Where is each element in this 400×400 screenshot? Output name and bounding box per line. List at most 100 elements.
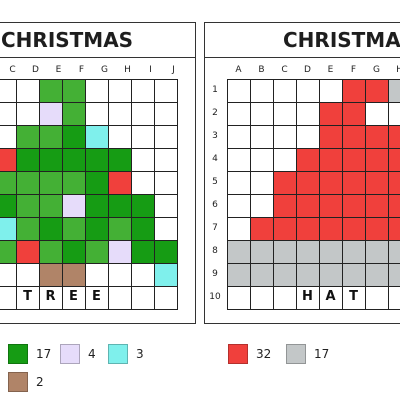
grid-cell[interactable]: [131, 102, 155, 126]
grid-cell[interactable]: [154, 194, 178, 218]
grid-cell[interactable]: [16, 79, 40, 103]
grid-cell[interactable]: [250, 286, 274, 310]
grid-cell[interactable]: [16, 286, 40, 310]
grid-cell[interactable]: [319, 286, 343, 310]
grid-cell[interactable]: [0, 240, 17, 264]
grid-cell[interactable]: [296, 217, 320, 241]
grid-cell[interactable]: [0, 79, 17, 103]
grid-cell[interactable]: [39, 79, 63, 103]
grid-cell[interactable]: [131, 171, 155, 195]
grid-cell[interactable]: [131, 240, 155, 264]
grid-cell[interactable]: [108, 286, 132, 310]
grid-cell[interactable]: [131, 125, 155, 149]
grid-cell[interactable]: [16, 102, 40, 126]
grid-cell[interactable]: [62, 148, 86, 172]
grid-cell[interactable]: [227, 125, 251, 149]
grid-cell[interactable]: [319, 102, 343, 126]
grid-cell[interactable]: [154, 148, 178, 172]
grid-cell[interactable]: [62, 286, 86, 310]
grid-cell[interactable]: [154, 217, 178, 241]
grid-cell[interactable]: [0, 194, 17, 218]
grid-cell[interactable]: [0, 102, 17, 126]
grid-cell[interactable]: [365, 286, 389, 310]
grid-cell[interactable]: [250, 148, 274, 172]
grid-cell[interactable]: [319, 148, 343, 172]
grid-cell[interactable]: [388, 286, 400, 310]
grid-cell[interactable]: [227, 286, 251, 310]
grid-cell[interactable]: [85, 102, 109, 126]
grid-cell[interactable]: [62, 263, 86, 287]
grid-cell[interactable]: [250, 171, 274, 195]
grid-cell[interactable]: [388, 171, 400, 195]
grid-cell[interactable]: [273, 148, 297, 172]
grid-cell[interactable]: [0, 217, 17, 241]
grid-cell[interactable]: [39, 263, 63, 287]
grid-cell[interactable]: [85, 240, 109, 264]
grid-cell[interactable]: [16, 217, 40, 241]
grid-cell[interactable]: [62, 125, 86, 149]
grid-cell[interactable]: [62, 217, 86, 241]
grid-cell[interactable]: [250, 102, 274, 126]
grid-cell[interactable]: [296, 125, 320, 149]
grid-cell[interactable]: [0, 148, 17, 172]
grid-cell[interactable]: [250, 194, 274, 218]
grid-cell[interactable]: [16, 125, 40, 149]
grid-cell[interactable]: [154, 263, 178, 287]
grid-cell[interactable]: [319, 194, 343, 218]
grid-cell[interactable]: [108, 171, 132, 195]
grid-cell[interactable]: [319, 125, 343, 149]
grid-cell[interactable]: [388, 125, 400, 149]
grid-cell[interactable]: [296, 263, 320, 287]
grid-cell[interactable]: [16, 171, 40, 195]
grid-cell[interactable]: [85, 217, 109, 241]
grid-cell[interactable]: [365, 171, 389, 195]
grid-cell[interactable]: [108, 148, 132, 172]
grid-cell[interactable]: [62, 240, 86, 264]
grid-cell[interactable]: [273, 79, 297, 103]
grid-cell[interactable]: [365, 79, 389, 103]
grid-cell[interactable]: [39, 194, 63, 218]
grid-cell[interactable]: [154, 286, 178, 310]
grid-cell[interactable]: [273, 194, 297, 218]
grid-cell[interactable]: [131, 148, 155, 172]
grid-cell[interactable]: [342, 240, 366, 264]
grid-cell[interactable]: [296, 194, 320, 218]
grid-cell[interactable]: [273, 263, 297, 287]
grid-cell[interactable]: [388, 217, 400, 241]
grid-cell[interactable]: [319, 171, 343, 195]
grid-cell[interactable]: [227, 217, 251, 241]
grid-cell[interactable]: [250, 217, 274, 241]
grid-cell[interactable]: [250, 125, 274, 149]
grid-cell[interactable]: [273, 171, 297, 195]
grid-cell[interactable]: [62, 194, 86, 218]
grid-cell[interactable]: [342, 194, 366, 218]
grid-cell[interactable]: [39, 125, 63, 149]
grid-cell[interactable]: [62, 79, 86, 103]
grid-cell[interactable]: [39, 102, 63, 126]
grid-cell[interactable]: [0, 263, 17, 287]
grid-cell[interactable]: [342, 125, 366, 149]
grid-cell[interactable]: [108, 125, 132, 149]
grid-cell[interactable]: [39, 148, 63, 172]
grid-cell[interactable]: [85, 125, 109, 149]
grid-cell[interactable]: [365, 125, 389, 149]
grid-cell[interactable]: [319, 240, 343, 264]
grid-cell[interactable]: [365, 102, 389, 126]
grid-cell[interactable]: [342, 148, 366, 172]
grid-cell[interactable]: [227, 240, 251, 264]
grid-cell[interactable]: [365, 240, 389, 264]
grid-cell[interactable]: [131, 286, 155, 310]
grid-cell[interactable]: [108, 194, 132, 218]
grid-cell[interactable]: [342, 171, 366, 195]
grid-cell[interactable]: [39, 217, 63, 241]
grid-cell[interactable]: [62, 171, 86, 195]
grid-cell[interactable]: [342, 79, 366, 103]
grid-cell[interactable]: [0, 171, 17, 195]
grid-cell[interactable]: [388, 148, 400, 172]
grid-cell[interactable]: [154, 79, 178, 103]
grid-cell[interactable]: [131, 79, 155, 103]
grid-cell[interactable]: [365, 217, 389, 241]
grid-cell[interactable]: [250, 263, 274, 287]
grid-cell[interactable]: [108, 240, 132, 264]
grid-cell[interactable]: [342, 217, 366, 241]
